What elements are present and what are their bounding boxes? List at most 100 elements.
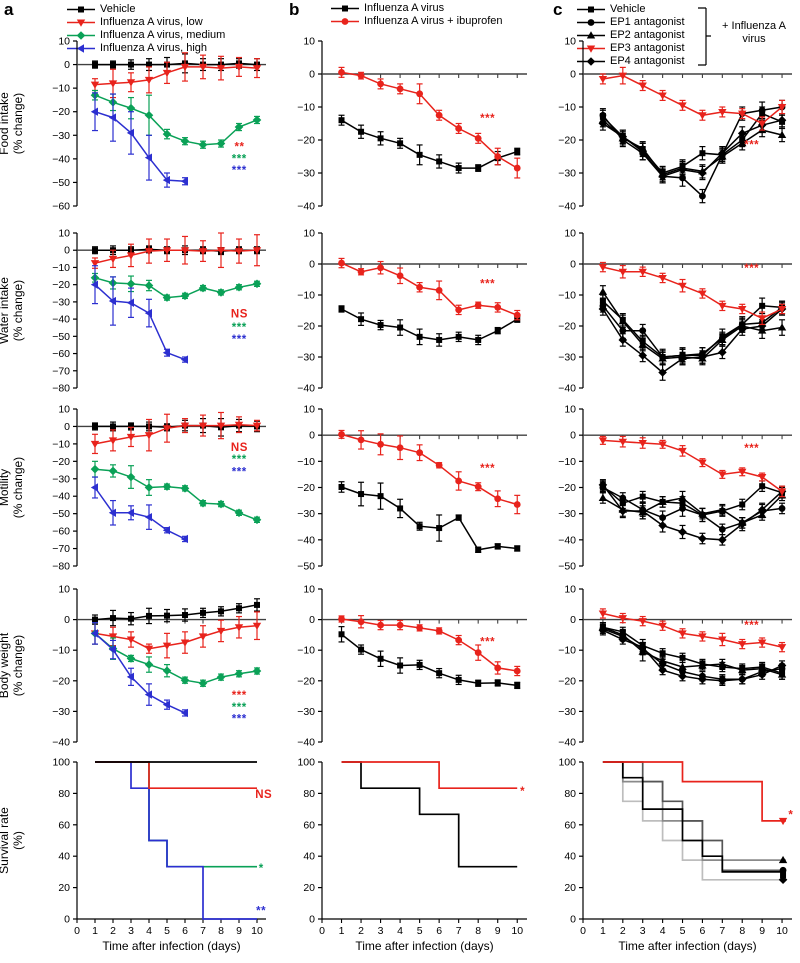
svg-text:10: 10 (303, 584, 315, 596)
legend-item: Vehicle (576, 3, 685, 16)
svg-text:−40: −40 (558, 383, 576, 395)
legend-item: Influenza A virus + ibuprofen (330, 15, 503, 28)
chart-a-row4: 0 20 40 60 80 100 0 1 2 3 4 5 6 7 8 9 10 Time after infec… (0, 752, 274, 963)
svg-text:−20: −20 (558, 135, 576, 147)
significance-annotation: *** (480, 278, 495, 290)
y-axis-title: Water intake(% change) (0, 277, 25, 344)
legend-bracket (698, 7, 711, 66)
y-axis-title: Motility(% change) (0, 457, 25, 518)
svg-text:−20: −20 (297, 321, 315, 333)
svg-text:8: 8 (475, 925, 481, 937)
significance-annotation: *** (232, 454, 247, 466)
legend-panel-b: Influenza A virus Influenza A virus + ibu… (330, 2, 503, 28)
svg-text:7: 7 (456, 925, 462, 937)
chart-svg-Food intake (c): −40 −30 −20 −10 0 10 *** (558, 36, 792, 213)
series-ep1-antagonist (599, 99, 786, 204)
svg-text:10: 10 (776, 925, 788, 937)
svg-text:−20: −20 (558, 482, 576, 494)
svg-text:−50: −50 (558, 561, 576, 573)
svg-text:10: 10 (303, 228, 315, 240)
svg-text:0: 0 (64, 421, 70, 433)
significance-annotation: *** (232, 702, 247, 714)
svg-text:0: 0 (319, 925, 325, 937)
y-axis-title: Food intake(% change) (0, 92, 25, 155)
significance-annotation: *** (232, 466, 247, 478)
svg-text:−40: −40 (558, 737, 576, 749)
chart-a-row0: −60 −50 −40 −30 −20 −10 0 10 Food intake(% chang… (0, 28, 274, 220)
chart-svg-Body weight (c): −40 −30 −20 −10 0 10 *** (558, 584, 792, 749)
svg-text:4: 4 (397, 925, 403, 937)
chart-c-row3: −40 −30 −20 −10 0 10 *** (538, 576, 798, 752)
svg-text:10: 10 (564, 36, 576, 48)
svg-text:−80: −80 (52, 561, 70, 573)
series-ep4-antagonist (598, 302, 787, 381)
y-axis: −60 −50 −40 −30 −20 −10 0 10 (52, 36, 78, 213)
y-axis: −50 −40 −30 −20 −10 0 10 (297, 404, 323, 573)
significance-annotation: * (788, 810, 793, 822)
x-axis-title: Time after infection (days) (102, 939, 240, 953)
svg-text:−10: −10 (558, 456, 576, 468)
series-influenza-a-virus-high (95, 761, 257, 920)
svg-text:100: 100 (558, 757, 576, 769)
svg-text:−70: −70 (52, 543, 70, 555)
legend-label: Vehicle (100, 3, 136, 15)
svg-text:10: 10 (58, 228, 70, 240)
x-axis: 0 1 2 3 4 5 6 7 8 9 10 Time after infection (days) (580, 918, 792, 953)
x-axis: 0 1 2 3 4 5 6 7 8 9 10 Time after infection (days) (319, 918, 527, 953)
legend-label: Influenza A virus, medium (100, 29, 226, 41)
significance-annotation: NS (231, 442, 248, 454)
svg-text:−40: −40 (52, 153, 70, 165)
svg-text:−30: −30 (297, 508, 315, 520)
chart-svg-Motility (b): −50 −40 −30 −20 −10 0 10 *** (297, 404, 527, 573)
chart-b-row3: −40 −30 −20 −10 0 10 *** (277, 576, 533, 752)
series-ep3-antagonist (598, 261, 787, 326)
legend-marker-diamond-icon (67, 31, 95, 40)
y-axis: −40 −30 −20 −10 0 10 (558, 36, 584, 213)
legend-label: Influenza A virus (364, 2, 445, 14)
y-axis: −50 −40 −30 −20 −10 0 10 (558, 404, 584, 573)
svg-text:1: 1 (600, 925, 606, 937)
svg-text:7: 7 (200, 925, 206, 937)
svg-text:40: 40 (303, 851, 315, 863)
svg-text:0: 0 (570, 430, 576, 442)
legend-panel-a: Vehicle Influenza A virus, low Influenza A… (66, 3, 225, 55)
zero-axis (583, 434, 792, 440)
series-influenza-a-virus-ibuprofen (338, 429, 521, 515)
y-axis-title: Survival rate(%) (0, 807, 25, 874)
svg-text:−80: −80 (52, 383, 70, 395)
legend-item: EP3 antagonist (576, 42, 685, 55)
svg-text:−40: −40 (558, 534, 576, 546)
svg-text:−10: −10 (52, 438, 70, 450)
svg-text:0: 0 (64, 914, 70, 926)
chart-svg-Food intake (a): −60 −50 −40 −30 −20 −10 0 10 Food intake(% chang… (0, 36, 266, 213)
svg-text:10: 10 (58, 584, 70, 596)
svg-text:−10: −10 (558, 290, 576, 302)
significance-annotation: NS (255, 789, 272, 801)
legend-item: EP2 antagonist (576, 29, 685, 42)
svg-text:9: 9 (236, 925, 242, 937)
zero-axis (77, 618, 266, 624)
svg-text:0: 0 (570, 614, 576, 626)
svg-text:6: 6 (700, 925, 706, 937)
svg-text:−40: −40 (52, 491, 70, 503)
svg-text:−30: −30 (558, 352, 576, 364)
y-axis-title: Body weight(% change) (0, 632, 25, 698)
significance-annotation: * (259, 863, 264, 875)
chart-c-row1: −40 −30 −20 −10 0 10 *** (538, 222, 798, 398)
series-influenza-a-virus-ibuprofen (341, 761, 518, 790)
chart-svg-Body weight (b): −40 −30 −20 −10 0 10 *** (297, 584, 527, 749)
legend-label: EP2 antagonist (610, 29, 685, 41)
legend-marker-triangle-down-icon (577, 45, 605, 53)
svg-text:60: 60 (58, 819, 70, 831)
significance-annotation: *** (232, 334, 247, 346)
series-ep3-antagonist (602, 761, 786, 822)
svg-text:4: 4 (146, 925, 152, 937)
series-ep2-antagonist (602, 761, 786, 861)
svg-text:60: 60 (564, 819, 576, 831)
y-axis: −40 −30 −20 −10 0 10 (52, 584, 78, 749)
y-axis: −40 −30 −20 −10 0 10 (297, 584, 323, 749)
x-axis-title: Time after infection (days) (618, 939, 756, 953)
svg-text:20: 20 (58, 882, 70, 894)
svg-text:−40: −40 (297, 534, 315, 546)
